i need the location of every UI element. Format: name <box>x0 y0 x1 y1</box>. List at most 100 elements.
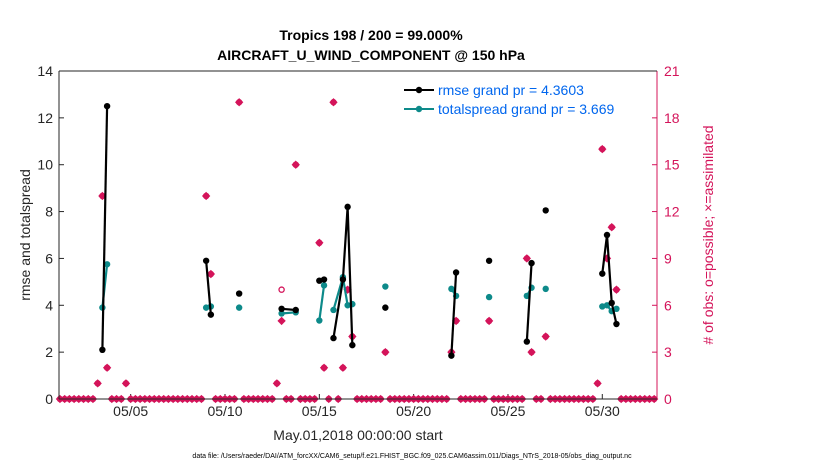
totalspread-point-5-0 <box>330 306 337 314</box>
x-tick-label-3: 05/20 <box>396 403 431 419</box>
obs-possible-point-47 <box>278 286 285 293</box>
x-tick-label-4: 05/25 <box>490 403 525 419</box>
y-tick-left-label-0: 0 <box>45 391 53 407</box>
legend-rmse-label: rmse grand pr = 4.3603 <box>438 82 584 98</box>
rmse-point-3-0 <box>278 305 285 312</box>
obs-assimilated-point-55 <box>315 238 324 247</box>
rmse-point-11-2 <box>608 299 615 307</box>
y-tick-left-label-5: 10 <box>37 157 53 173</box>
rmse-point-0-0 <box>99 346 106 353</box>
rmse-point-5-1 <box>339 276 347 283</box>
plot-area <box>59 71 657 399</box>
obs-assimilated-point-58 <box>329 98 338 107</box>
y-tick-right-label-7: 21 <box>664 63 680 79</box>
rmse-point-11-1 <box>603 231 611 239</box>
chart-title-line2: AIRCRAFT_U_WIND_COMPONENT @ 150 hPa <box>217 47 525 63</box>
obs-assimilated-point-60 <box>338 363 348 372</box>
obs-assimilated-point-32 <box>206 269 216 279</box>
x-tick-label-1: 05/10 <box>207 403 242 419</box>
rmse-line-segment-5 <box>332 205 354 346</box>
totalspread-point-10-0 <box>542 285 549 293</box>
obs-assimilated-point-31 <box>201 191 211 201</box>
totalspread-point-4-1 <box>320 282 328 289</box>
y-tick-left-label-2: 4 <box>45 297 53 313</box>
y-tick-right-label-3: 9 <box>664 250 672 266</box>
rmse-point-9-1 <box>528 259 535 267</box>
rmse-line-segment-1 <box>205 260 212 315</box>
totalspread-point-11-3 <box>613 305 620 312</box>
obs-assimilated-point-50 <box>291 160 300 169</box>
obs-assimilated-point-69 <box>381 347 390 357</box>
series-layer <box>99 102 620 359</box>
totalspread-point-11-1 <box>603 302 611 309</box>
legend-spread-marker <box>415 105 423 113</box>
obs-assimilated-point-8 <box>93 379 102 388</box>
totalspread-line-segment-4 <box>318 285 326 321</box>
rmse-point-1-0 <box>202 257 210 264</box>
legend-spread-label: totalspread grand pr = 3.669 <box>438 101 615 117</box>
rmse-point-8-0 <box>485 257 493 264</box>
y-tick-right-label-0: 0 <box>664 391 672 407</box>
rmse-point-5-3 <box>349 341 356 349</box>
rmse-point-4-1 <box>320 276 328 283</box>
totalspread-point-8-0 <box>485 293 493 301</box>
rmse-point-11-0 <box>599 270 606 277</box>
y-tick-right-label-1: 3 <box>664 344 672 360</box>
totalspread-point-3-0 <box>278 310 285 317</box>
legend: rmse grand pr = 4.3603 totalspread grand… <box>398 80 652 124</box>
rmse-point-5-0 <box>330 334 337 342</box>
obs-assimilated-point-117 <box>607 223 616 232</box>
legend-rmse-marker <box>415 86 423 94</box>
x-tick-label-2: 05/15 <box>302 403 337 419</box>
x-axis-label: May.01,2018 00:00:00 start <box>273 427 443 443</box>
obs-assimilated-point-38 <box>234 98 244 107</box>
y-tick-left-label-6: 12 <box>37 110 53 126</box>
y-tick-left-label-1: 2 <box>45 344 53 360</box>
obs-assimilated-point-103 <box>541 332 550 341</box>
rmse-point-10-0 <box>542 207 549 214</box>
totalspread-point-0-1 <box>103 261 111 268</box>
rmse-point-9-0 <box>523 338 531 345</box>
totalspread-point-4-0 <box>316 317 323 324</box>
y-tick-left-label-3: 6 <box>45 250 53 266</box>
obs-assimilated-point-91 <box>484 316 494 326</box>
obs-assimilated-point-47 <box>277 316 286 326</box>
obs-assimilated-point-10 <box>102 363 112 372</box>
totalspread-point-7-0 <box>448 285 455 293</box>
rmse-line-segment-7 <box>450 272 458 356</box>
rmse-point-5-2 <box>344 203 351 211</box>
y-tick-right-label-5: 15 <box>664 157 680 173</box>
y-tick-left-label-7: 14 <box>37 63 53 79</box>
obs-assimilated-point-118 <box>612 285 621 294</box>
totalspread-point-6-0 <box>382 283 389 290</box>
rmse-line-segment-9 <box>525 263 533 342</box>
rmse-point-6-0 <box>382 304 389 311</box>
y-axis-label-right: # of obs: o=possible; ×=assimilated <box>700 125 716 344</box>
rmse-point-11-3 <box>613 320 620 328</box>
y-tick-right-label-2: 6 <box>664 297 672 313</box>
rmse-point-1-1 <box>207 311 215 318</box>
rmse-point-2-0 <box>235 290 243 297</box>
rmse-line-segment-0 <box>101 106 109 350</box>
obs-assimilated-point-99 <box>522 254 532 263</box>
rmse-point-3-1 <box>292 306 299 314</box>
chart-title-line1: Tropics 198 / 200 = 99.000% <box>279 27 463 43</box>
obs-assimilated-point-56 <box>319 363 329 372</box>
rmse-line-segment-11 <box>601 233 618 325</box>
ticks-layer: 0 2 4 6 8 10 12 14 0 3 6 9 12 15 18 21 05/05 05/10 05/15 05… <box>37 63 679 419</box>
rmse-point-0-1 <box>103 102 111 110</box>
y-tick-right-label-6: 18 <box>664 110 680 126</box>
obs-assimilated-point-46 <box>272 379 282 388</box>
obs-assimilated-point-115 <box>598 144 607 154</box>
totalspread-point-2-0 <box>235 304 243 311</box>
y-tick-right-label-4: 12 <box>664 204 680 220</box>
x-tick-label-0: 05/05 <box>113 403 148 419</box>
obs-assimilated-point-14 <box>121 379 131 388</box>
obs-assimilated-point-114 <box>593 379 602 388</box>
data-file-footer: data file: /Users/raeder/DAI/ATM_forcXX/… <box>192 453 632 460</box>
y-tick-left-label-4: 8 <box>45 204 53 220</box>
rmse-point-7-0 <box>448 352 455 359</box>
legend-box <box>398 80 652 124</box>
obs-assimilated-point-100 <box>527 347 536 357</box>
